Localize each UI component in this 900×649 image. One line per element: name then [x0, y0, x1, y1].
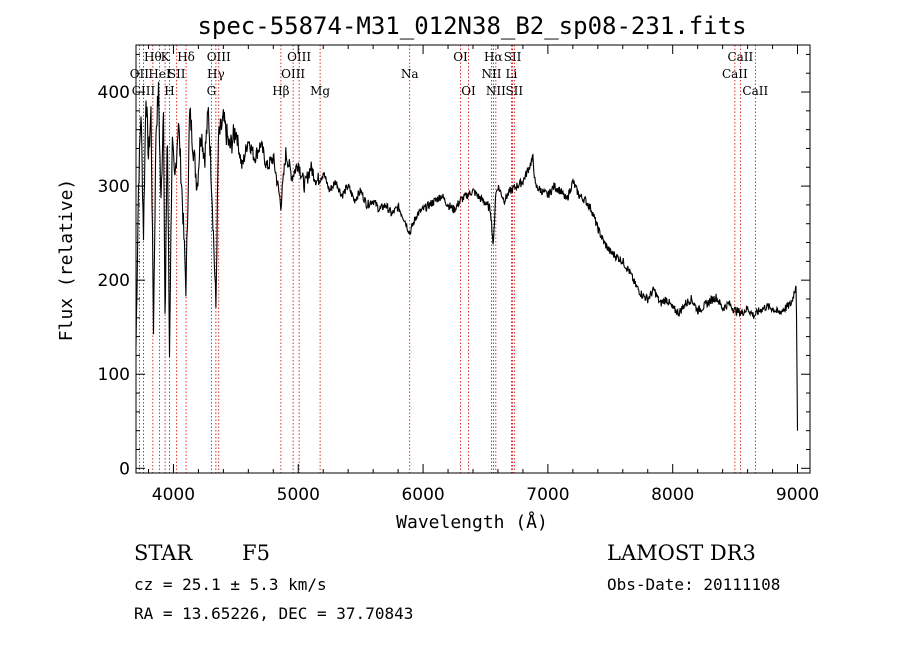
x-tick-label-1: 5000	[277, 485, 320, 505]
line-label-18: NII	[481, 67, 501, 81]
line-label-19: Hα	[484, 50, 503, 64]
y-axis-label: Flux (relative)	[56, 179, 77, 342]
survey-name: LAMOST DR3	[607, 541, 756, 565]
line-label-8: G	[207, 84, 217, 98]
x-tick-label-5: 9000	[776, 485, 819, 505]
spectral-line-labels: OII CIII Hθ HeI K H SII Hδ G Hγ OIII Hβ OIII OIII Mg Na…	[130, 50, 769, 98]
x-axis-label: Wavelength (Å)	[396, 511, 548, 533]
line-label-3: HeI	[148, 67, 171, 81]
line-label-22: SII	[504, 50, 522, 64]
y-tick-label-3: 300	[98, 177, 130, 197]
line-label-2: Hθ	[144, 50, 162, 64]
observation-date: Obs-Date: 20111108	[607, 575, 780, 594]
y-axis-ticks: 0 100 200 300 400	[98, 53, 810, 479]
line-label-4: K	[161, 50, 171, 64]
line-label-6: SII	[168, 67, 186, 81]
y-tick-label-2: 200	[98, 271, 130, 291]
spectral-line-markers	[138, 45, 756, 473]
line-label-0: OII	[130, 67, 150, 81]
line-label-26: CaII	[742, 84, 768, 98]
y-tick-label-0: 0	[119, 459, 130, 479]
spectrum-line	[135, 81, 799, 431]
object-subclass: F5	[242, 541, 270, 565]
line-label-7: Hδ	[177, 50, 195, 64]
line-label-23: SII	[505, 84, 523, 98]
y-tick-label-1: 100	[98, 365, 130, 385]
y-tick-label-4: 400	[98, 83, 130, 103]
line-label-17: OI	[461, 84, 476, 98]
line-label-11: Hβ	[272, 84, 289, 98]
line-label-21: Li	[506, 67, 518, 81]
plot-frame	[135, 44, 811, 474]
line-label-24: CaII	[722, 67, 748, 81]
x-tick-label-0: 4000	[152, 485, 195, 505]
line-label-16: OI	[453, 50, 468, 64]
line-label-13: OIII	[287, 50, 311, 64]
line-label-5: H	[164, 84, 174, 98]
x-tick-label-4: 8000	[651, 485, 694, 505]
line-label-10: OIII	[207, 50, 231, 64]
coordinates: RA = 13.65226, DEC = 37.70843	[134, 604, 413, 623]
object-class: STAR	[134, 541, 193, 565]
redshift-velocity: cz = 25.1 ± 5.3 km/s	[134, 575, 327, 594]
line-label-9: Hγ	[207, 67, 225, 81]
line-label-14: Mg	[310, 84, 330, 98]
x-tick-label-3: 7000	[526, 485, 569, 505]
line-label-20: NII	[486, 84, 506, 98]
line-label-1: CIII	[132, 84, 156, 98]
chart-title: spec-55874-M31_012N38_B2_sp08-231.fits	[197, 12, 746, 40]
line-label-15: Na	[401, 67, 419, 81]
line-label-25: CaII	[727, 50, 753, 64]
x-axis-ticks: 4000 5000 6000 7000 8000 9000	[147, 45, 819, 505]
x-tick-label-2: 6000	[401, 485, 444, 505]
line-label-12: OIII	[281, 67, 305, 81]
